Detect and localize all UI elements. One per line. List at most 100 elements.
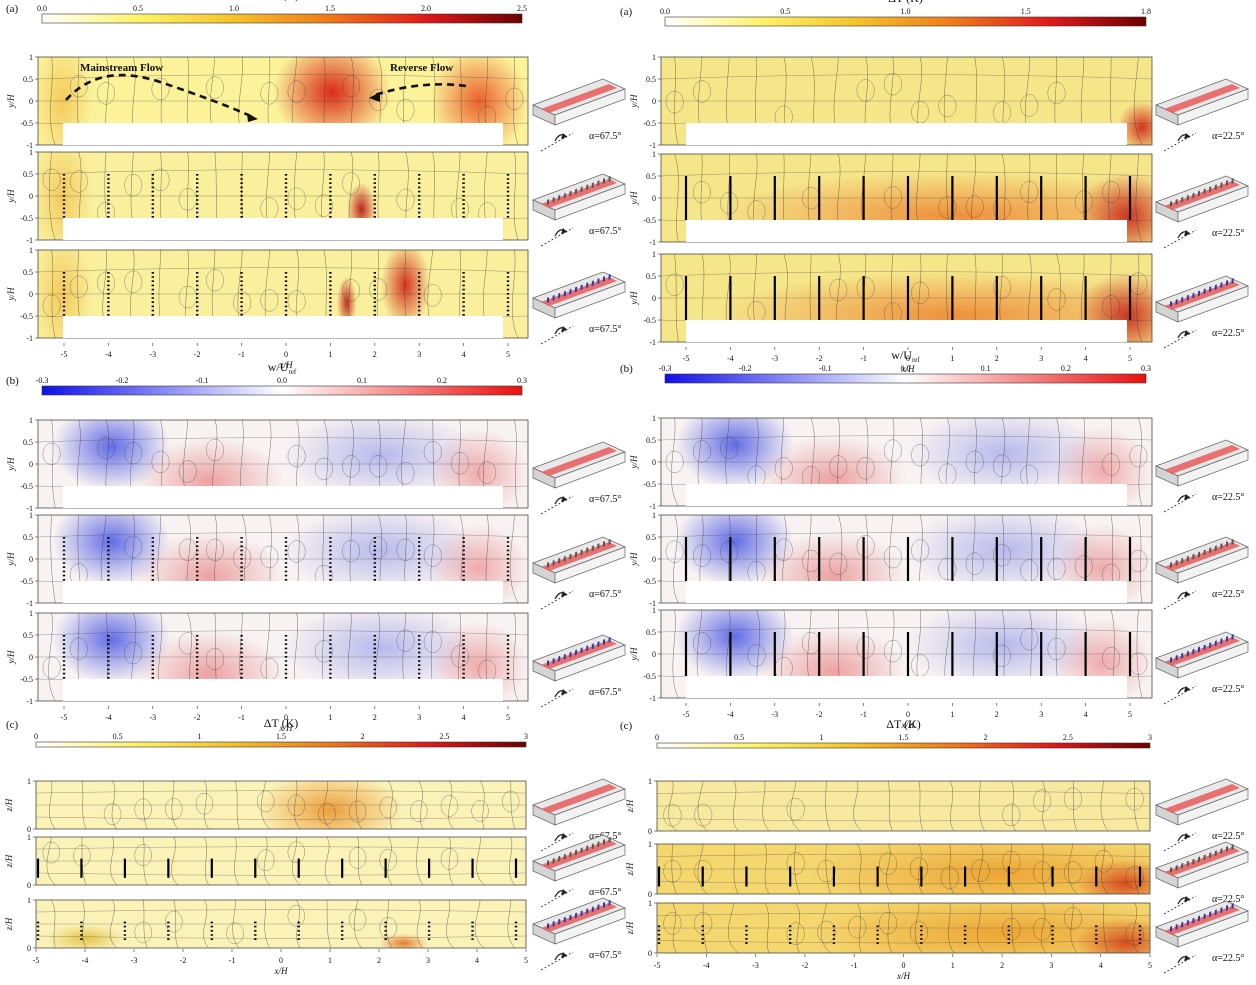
colorbar-tick-label: 0.2 (437, 376, 447, 385)
y-tick-label: -0.5 (643, 316, 656, 325)
vortex-line (451, 645, 469, 668)
colorbar-tick-label: 1 (197, 732, 201, 741)
inset-rib (608, 636, 611, 643)
x-tick-label: -4 (727, 710, 734, 719)
inset-rib (1231, 177, 1234, 184)
x-tick-label: 3 (1039, 354, 1043, 363)
inset-rib (563, 192, 566, 199)
panel-label: (b) (620, 363, 633, 375)
colorbar-tick-label: 2.0 (421, 4, 431, 13)
inset-rib (586, 845, 589, 852)
alpha-label: α=67.5° (589, 131, 621, 142)
inset-heated-strip (1164, 84, 1240, 113)
inset-rib (591, 843, 594, 850)
inset-flow-dir (540, 951, 574, 971)
y-axis-label: y/H (6, 189, 16, 203)
inset-arrowhead (1184, 494, 1190, 500)
field-blob (1078, 271, 1152, 342)
vortex-line (396, 99, 415, 122)
y-tick-label: 0 (29, 290, 33, 299)
inset-rib (1181, 921, 1184, 928)
vortex-line (178, 460, 197, 483)
y-tick-label: 1 (652, 511, 656, 520)
geometry-inset: α=67.5° (532, 897, 626, 971)
inset-rib (1214, 184, 1217, 191)
y-tick-label: 1 (29, 511, 33, 520)
inset-arrowhead (561, 689, 567, 695)
inset-rib (558, 557, 561, 564)
colorbar-tick-label: -0.1 (819, 364, 832, 373)
vortex-line (883, 545, 902, 569)
colorbar-tick-label: 0.5 (113, 732, 123, 741)
geometry-inset: α=22.5° (1155, 175, 1249, 249)
inset-rib (1186, 555, 1189, 562)
inset-rib (575, 912, 577, 919)
geometry-inset: α=22.5° (1155, 900, 1249, 974)
vortex-line (938, 94, 957, 118)
vortex-line (720, 192, 739, 215)
inset-rib (1214, 640, 1217, 647)
y-axis-label: y/H (6, 457, 16, 471)
inset-arrowhead (561, 496, 567, 502)
colorbar-tick-label: 0.0 (277, 376, 287, 385)
vortex-line (42, 442, 61, 465)
channel-wall (686, 320, 1127, 342)
y-tick-label: -0.5 (20, 214, 33, 223)
alpha-label: α=67.5° (589, 887, 621, 898)
inset-rib (563, 653, 566, 660)
colorbar-tick-label: 1.5 (1021, 7, 1031, 16)
inset-rib (1214, 284, 1217, 291)
vortex-line (134, 921, 152, 944)
x-tick-label: -5 (654, 961, 661, 970)
plot-frame (35, 899, 527, 949)
vortex-line (410, 800, 428, 822)
vortex-line (993, 644, 1011, 668)
vortex-line (287, 290, 306, 313)
inset-heated-strip (1164, 784, 1240, 813)
x-tick-label: 0 (284, 350, 288, 359)
x-tick-label: -2 (194, 350, 201, 359)
channel-wall (686, 581, 1127, 603)
vortex-line (938, 196, 957, 219)
inset-rib (569, 288, 572, 295)
vortex-line (233, 546, 252, 570)
inset-arrowhead (561, 833, 567, 839)
x-tick-label: -4 (703, 961, 710, 970)
streamline (661, 74, 1152, 80)
inset-rib (586, 645, 589, 652)
channel-wall (686, 676, 1127, 698)
vortex-line (342, 172, 360, 195)
inset-rib (1175, 654, 1178, 661)
plot-frame (656, 843, 1151, 895)
y-tick-label: 1 (29, 53, 33, 62)
vortex-line (965, 195, 984, 218)
inset-flow-dir (1163, 895, 1197, 915)
streamline (38, 532, 528, 538)
vortex-line (879, 852, 898, 875)
inset-rib (1214, 909, 1217, 916)
geometry-inset: α=22.5° (1155, 275, 1249, 349)
vortex-line (856, 535, 875, 558)
inset-rib (563, 853, 566, 860)
x-tick-label: -1 (851, 961, 858, 970)
inset-flow-dir (540, 495, 574, 515)
inset-rib (1170, 301, 1172, 307)
y-axis-label: y/H (6, 94, 16, 108)
vortex-line (423, 544, 442, 567)
flow-annotations: Mainstream Flow Reverse Flow (65, 62, 467, 122)
y-axis-label: z/H (625, 862, 635, 876)
y-axis-label: y/H (6, 650, 16, 664)
x-tick-label: 3 (417, 713, 421, 722)
streamline (661, 171, 1152, 177)
inset-rib (1192, 648, 1195, 655)
inset-channel-front (554, 183, 626, 221)
vortex-line (314, 640, 333, 663)
inset-flow-dir (1163, 590, 1197, 610)
inset-flow-dir (540, 888, 574, 908)
y-axis-label: z/H (4, 854, 14, 868)
vortex-line (856, 636, 875, 659)
streamline (36, 935, 526, 939)
x-tick-label: -2 (180, 956, 187, 965)
y-tick-label: 1 (29, 148, 33, 157)
inset-rib (608, 175, 611, 182)
